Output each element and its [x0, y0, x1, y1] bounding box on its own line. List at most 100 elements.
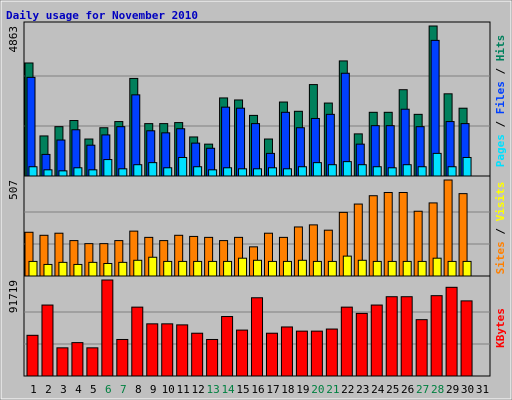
bar	[148, 256, 158, 277]
x-tick-label: 17	[266, 383, 279, 396]
bar	[88, 261, 98, 277]
legend-separator: /	[494, 61, 507, 81]
bar	[357, 164, 367, 177]
x-tick-label: 8	[135, 383, 142, 396]
bar	[221, 316, 234, 377]
y-tick-label: 91719	[7, 280, 20, 313]
bar	[387, 260, 397, 277]
bar	[312, 162, 322, 177]
bar	[103, 263, 113, 277]
bar	[176, 324, 189, 377]
x-tick-label: 27	[416, 383, 429, 396]
bar	[238, 257, 248, 277]
x-tick-label: 24	[371, 383, 385, 396]
bar	[327, 164, 337, 177]
bar	[131, 306, 144, 377]
x-tick-label: 10	[162, 383, 175, 396]
bar	[26, 334, 39, 377]
bar	[26, 76, 36, 177]
bar	[445, 286, 458, 377]
x-tick-label: 21	[326, 383, 339, 396]
legend: KBytes	[494, 308, 507, 348]
bar	[430, 295, 443, 377]
bar	[253, 168, 263, 177]
bar	[327, 260, 337, 277]
bar	[432, 152, 442, 177]
bar	[71, 342, 84, 377]
bar	[28, 166, 38, 177]
bar	[462, 260, 472, 277]
x-tick-label: 7	[120, 383, 127, 396]
bar	[133, 259, 143, 277]
x-tick-label: 29	[446, 383, 459, 396]
bar	[118, 261, 128, 277]
bar	[133, 164, 143, 177]
bar	[280, 111, 290, 177]
bar	[131, 94, 141, 177]
bar	[101, 279, 114, 377]
bar	[148, 162, 158, 177]
x-tick-label: 6	[105, 383, 112, 396]
legend: Pages / Files / Hits	[494, 35, 507, 168]
x-tick-label: 4	[75, 383, 82, 396]
bar	[310, 330, 323, 377]
bar	[297, 259, 307, 277]
bar	[253, 259, 263, 277]
bar	[28, 260, 38, 277]
bar	[265, 332, 278, 377]
x-tick-label: 20	[311, 383, 324, 396]
bar	[415, 319, 428, 377]
bar	[236, 107, 246, 177]
bar	[163, 167, 173, 177]
x-tick-label: 23	[356, 383, 369, 396]
bar	[41, 304, 54, 377]
y-tick-label: 4863	[7, 26, 20, 53]
x-tick-label: 19	[296, 383, 309, 396]
bar	[58, 170, 68, 177]
x-tick-label: 14	[221, 383, 235, 396]
x-tick-label: 5	[90, 383, 97, 396]
bar	[402, 164, 412, 177]
bar	[447, 166, 457, 177]
bar	[267, 167, 277, 177]
bar	[146, 323, 159, 377]
bar	[460, 300, 473, 377]
x-tick-label: 2	[45, 383, 52, 396]
bar	[387, 167, 397, 177]
x-tick-label: 9	[150, 383, 157, 396]
bar	[342, 161, 352, 177]
bar	[223, 260, 233, 277]
bar	[447, 260, 457, 277]
y-tick-label: 507	[7, 180, 20, 200]
bar	[342, 255, 352, 277]
x-tick-label: 15	[236, 383, 249, 396]
x-tick-label: 22	[341, 383, 354, 396]
bar	[43, 263, 53, 277]
bar	[103, 159, 113, 177]
bar	[400, 296, 413, 377]
bar	[221, 106, 231, 177]
bar	[88, 169, 98, 177]
chart-title: Daily usage for November 2010	[6, 9, 198, 22]
bar	[267, 260, 277, 277]
bar	[73, 263, 83, 277]
bar	[251, 297, 264, 377]
bar	[370, 304, 383, 377]
bar	[295, 330, 308, 377]
x-tick-label: 26	[401, 383, 414, 396]
bar	[282, 260, 292, 277]
bar	[251, 123, 261, 177]
bar	[206, 338, 219, 377]
legend-entry: Hits	[494, 35, 507, 62]
legend-separator: /	[494, 114, 507, 134]
bar	[297, 166, 307, 177]
bar	[340, 72, 350, 177]
bar	[163, 260, 173, 277]
legend: Sites / Visits	[494, 182, 507, 275]
bar	[372, 166, 382, 177]
x-tick-label: 25	[386, 383, 399, 396]
legend-entry: Visits	[494, 182, 507, 222]
bar	[191, 332, 204, 377]
bar	[73, 167, 83, 177]
